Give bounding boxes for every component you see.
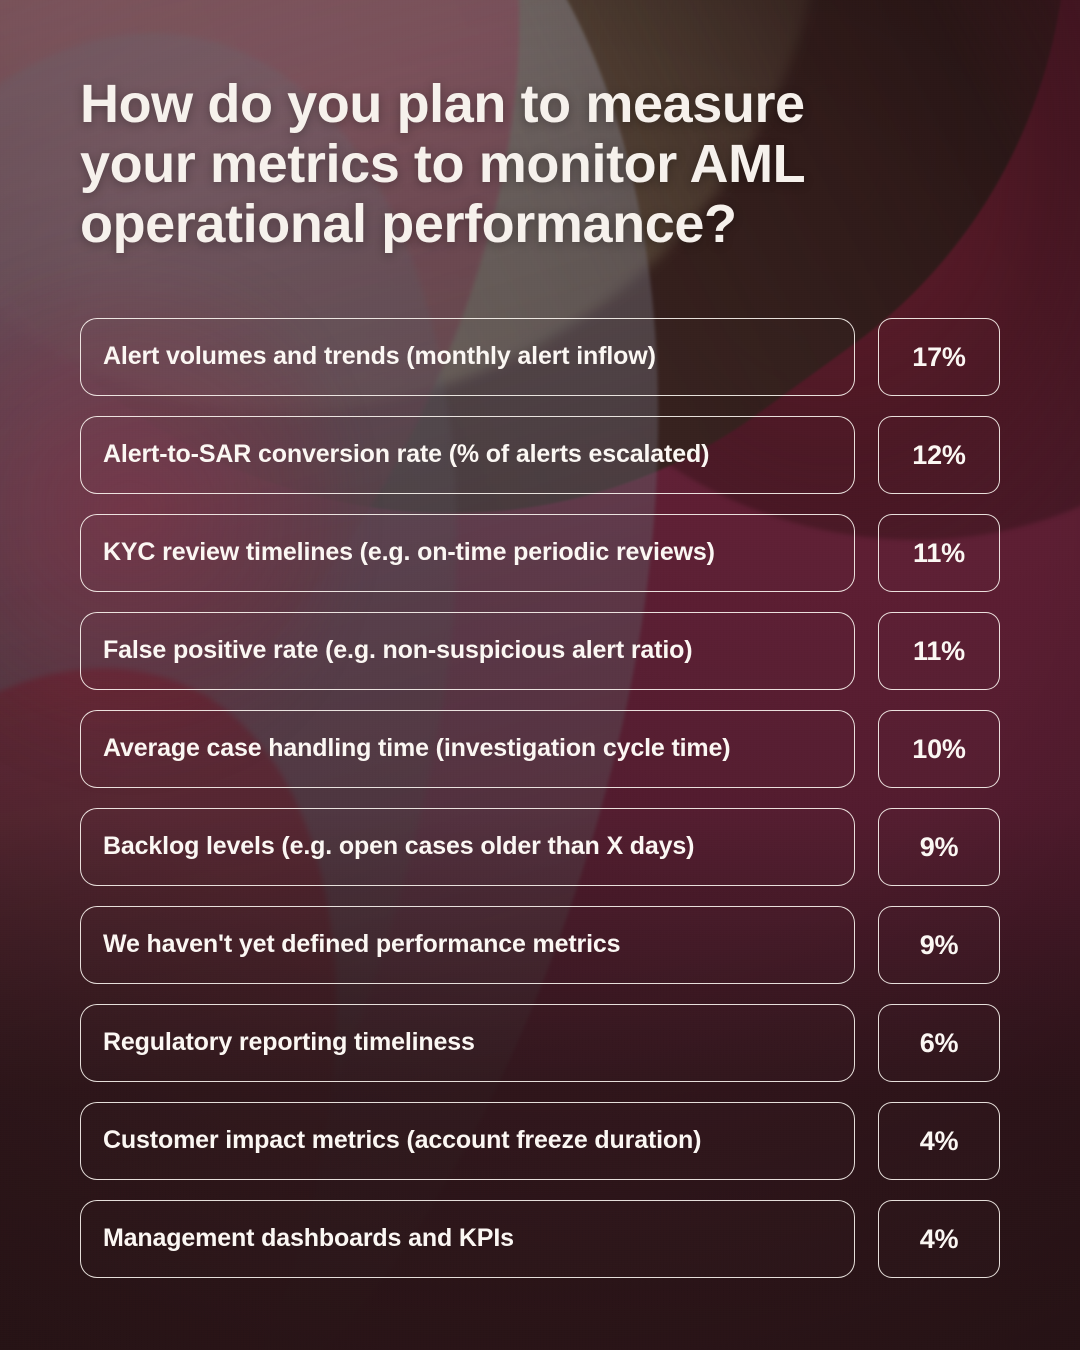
background-bottom-fade — [0, 810, 1080, 1350]
list-item: Backlog levels (e.g. open cases older th… — [80, 808, 1000, 886]
option-label: KYC review timelines (e.g. on-time perio… — [103, 538, 715, 567]
list-item: Alert-to-SAR conversion rate (% of alert… — [80, 416, 1000, 494]
option-pill[interactable]: False positive rate (e.g. non-suspicious… — [80, 612, 855, 690]
page-title: How do you plan to measure your metrics … — [80, 74, 806, 254]
list-item: Regulatory reporting timeliness 6% — [80, 1004, 1000, 1082]
option-pill[interactable]: Average case handling time (investigatio… — [80, 710, 855, 788]
option-percent-box: 11% — [878, 514, 1000, 592]
option-pill[interactable]: Customer impact metrics (account freeze … — [80, 1102, 855, 1180]
list-item: KYC review timelines (e.g. on-time perio… — [80, 514, 1000, 592]
option-label: Customer impact metrics (account freeze … — [103, 1126, 702, 1155]
option-percent: 17% — [912, 341, 966, 372]
option-pill[interactable]: Backlog levels (e.g. open cases older th… — [80, 808, 855, 886]
option-percent-box: 9% — [878, 906, 1000, 984]
option-percent: 9% — [919, 929, 959, 960]
option-percent: 9% — [919, 831, 959, 862]
option-label: We haven't yet defined performance metri… — [103, 930, 621, 959]
option-percent-box: 11% — [878, 612, 1000, 690]
option-percent: 6% — [919, 1027, 959, 1058]
results-list: Alert volumes and trends (monthly alert … — [80, 318, 1000, 1278]
option-percent: 4% — [919, 1125, 959, 1156]
list-item: Management dashboards and KPIs 4% — [80, 1200, 1000, 1278]
option-percent: 12% — [912, 439, 966, 470]
option-label: Average case handling time (investigatio… — [103, 734, 731, 763]
option-pill[interactable]: KYC review timelines (e.g. on-time perio… — [80, 514, 855, 592]
option-percent: 11% — [913, 537, 965, 568]
option-percent-box: 12% — [878, 416, 1000, 494]
option-pill[interactable]: Alert volumes and trends (monthly alert … — [80, 318, 855, 396]
option-percent-box: 9% — [878, 808, 1000, 886]
background-glow-magenta — [0, 243, 346, 783]
option-label: Regulatory reporting timeliness — [103, 1028, 475, 1057]
list-item: Alert volumes and trends (monthly alert … — [80, 318, 1000, 396]
option-label: Backlog levels (e.g. open cases older th… — [103, 832, 695, 861]
option-percent: 10% — [912, 733, 966, 764]
option-percent-box: 10% — [878, 710, 1000, 788]
option-percent: 4% — [919, 1223, 959, 1254]
option-percent: 11% — [913, 635, 965, 666]
option-label: Alert-to-SAR conversion rate (% of alert… — [103, 440, 710, 469]
option-percent-box: 6% — [878, 1004, 1000, 1082]
option-label: False positive rate (e.g. non-suspicious… — [103, 636, 693, 665]
list-item: Average case handling time (investigatio… — [80, 710, 1000, 788]
option-label: Alert volumes and trends (monthly alert … — [103, 342, 656, 371]
list-item: False positive rate (e.g. non-suspicious… — [80, 612, 1000, 690]
option-pill[interactable]: We haven't yet defined performance metri… — [80, 906, 855, 984]
list-item: Customer impact metrics (account freeze … — [80, 1102, 1000, 1180]
option-pill[interactable]: Management dashboards and KPIs — [80, 1200, 855, 1278]
option-percent-box: 4% — [878, 1200, 1000, 1278]
option-pill[interactable]: Regulatory reporting timeliness — [80, 1004, 855, 1082]
option-label: Management dashboards and KPIs — [103, 1224, 514, 1253]
list-item: We haven't yet defined performance metri… — [80, 906, 1000, 984]
option-pill[interactable]: Alert-to-SAR conversion rate (% of alert… — [80, 416, 855, 494]
option-percent-box: 17% — [878, 318, 1000, 396]
option-percent-box: 4% — [878, 1102, 1000, 1180]
